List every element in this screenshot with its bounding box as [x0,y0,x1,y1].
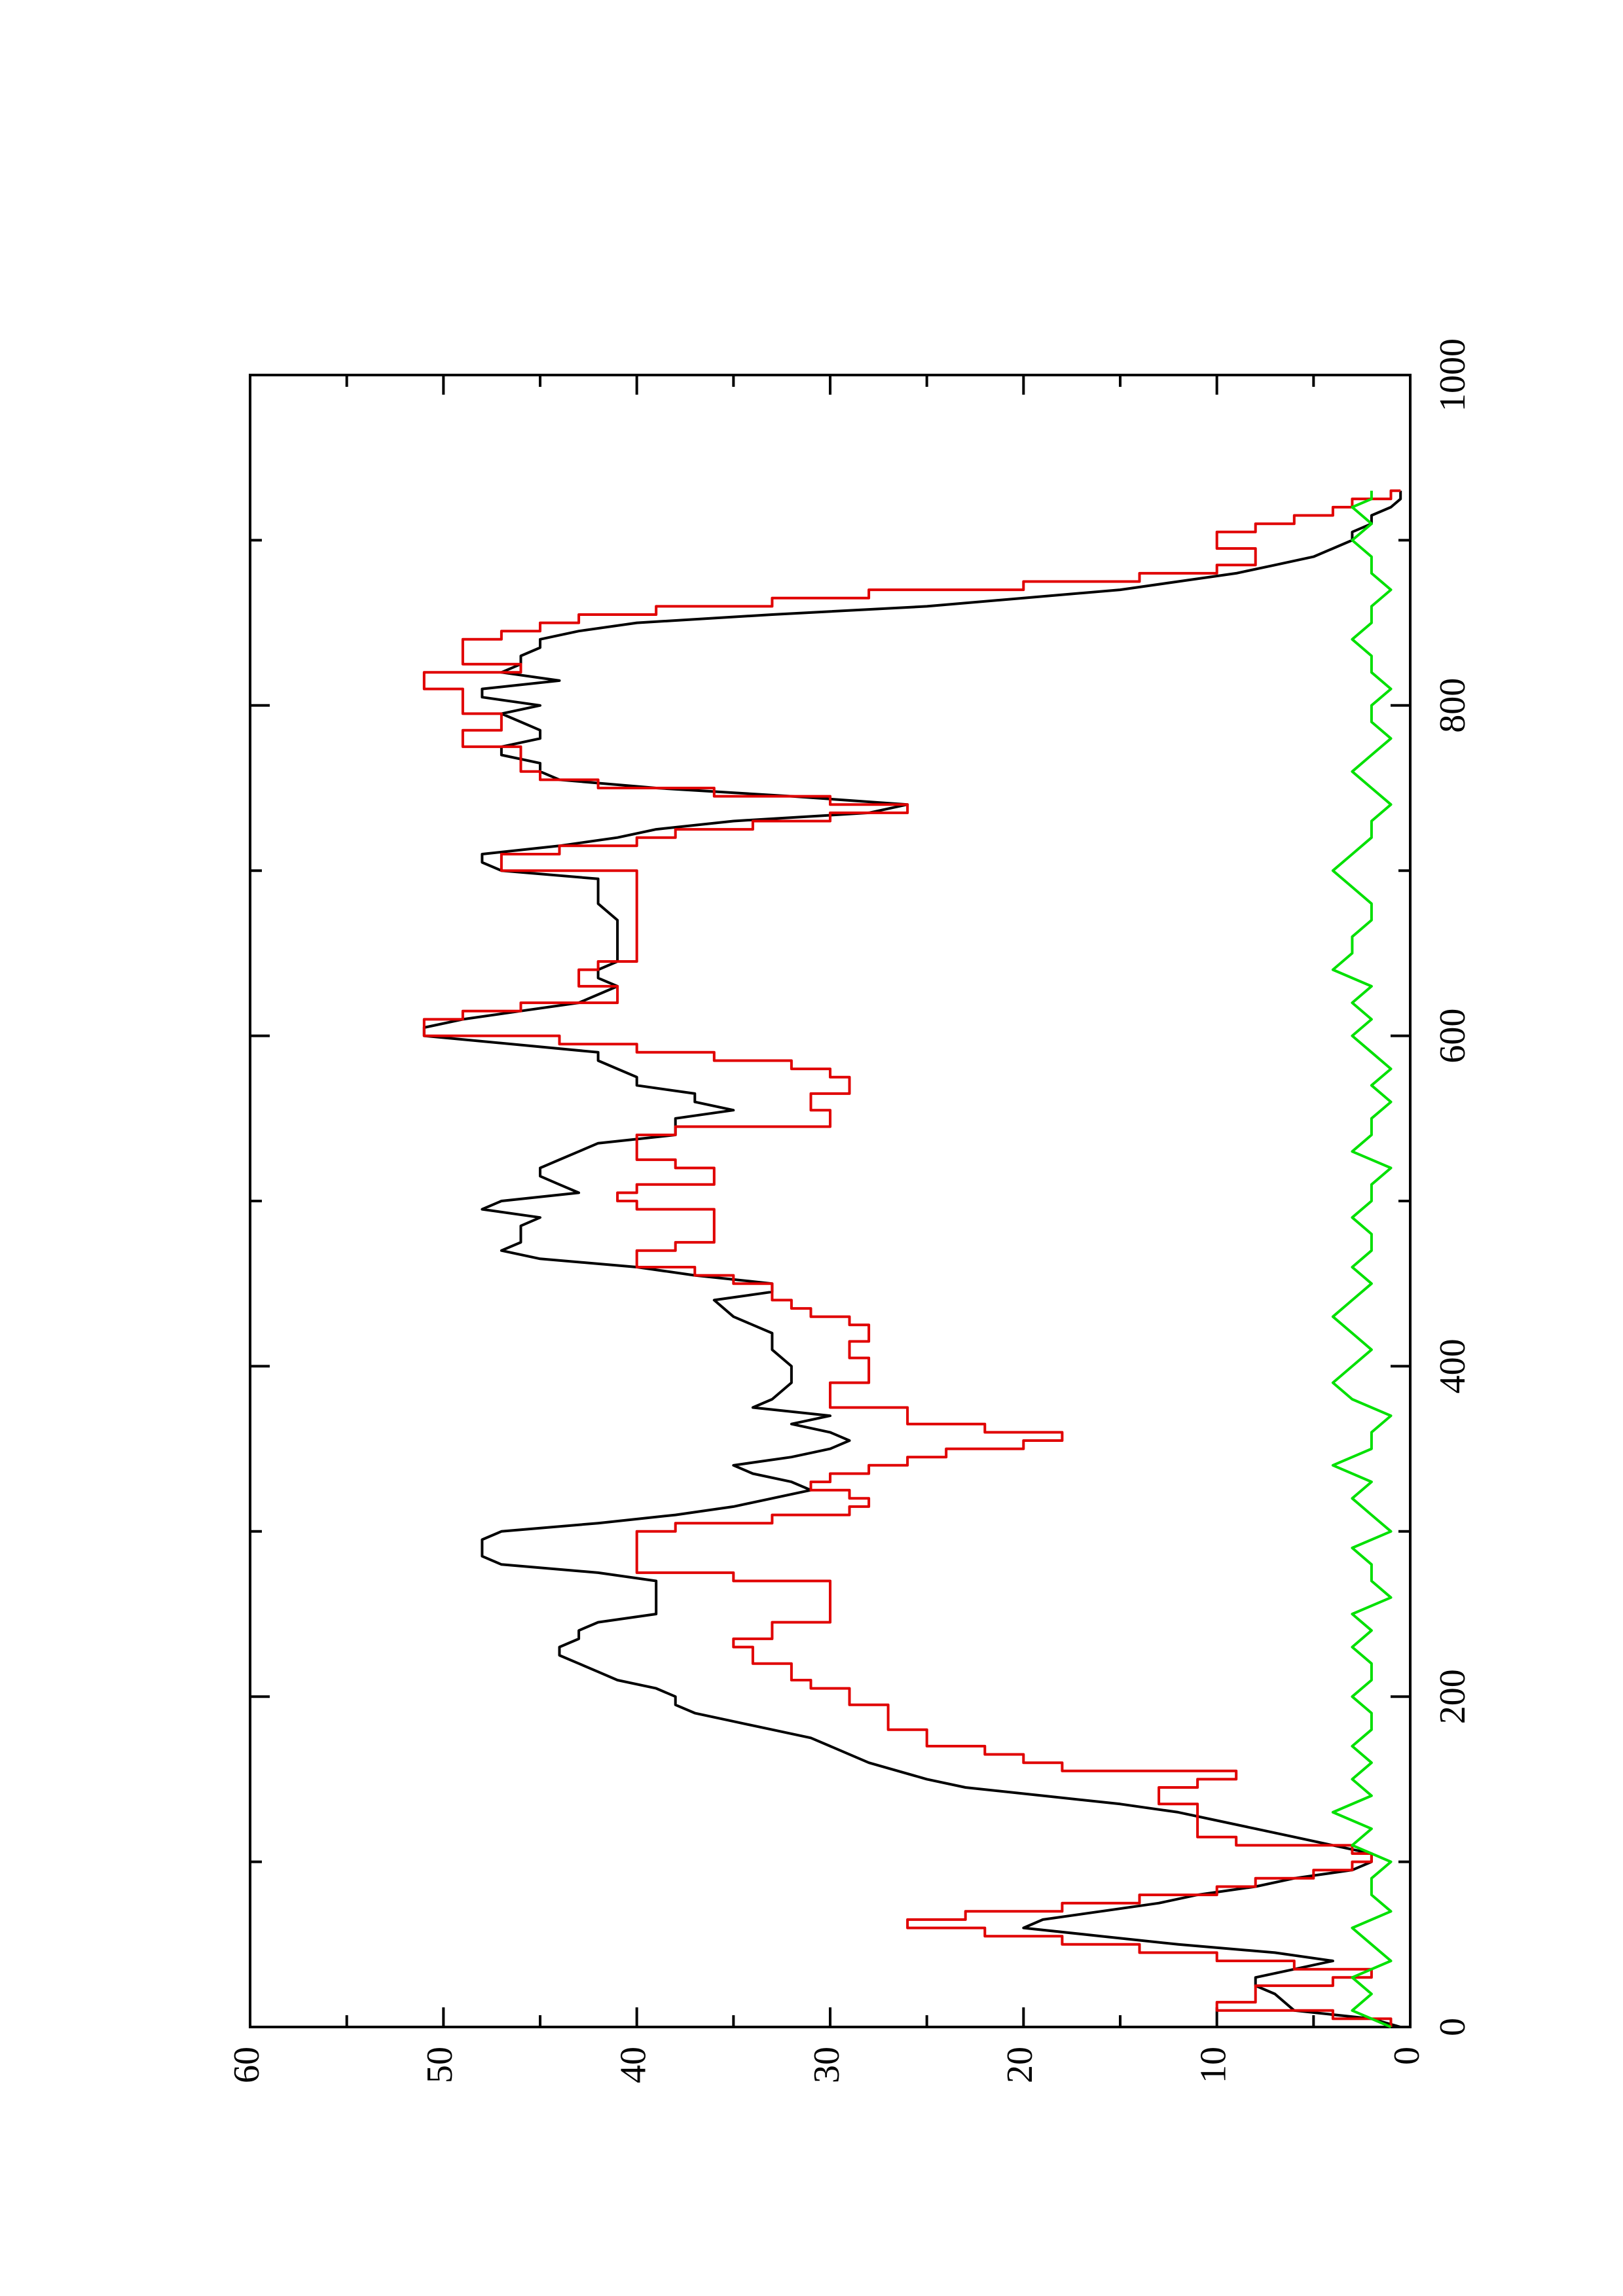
x-tick-label: 800 [1432,678,1473,733]
y-tick-label: 20 [1000,2047,1040,2083]
series-layer [422,489,1402,2028]
series-line-1 [422,490,1402,2028]
series-line-3 [1331,490,1393,2028]
y-tick-label: 0 [1387,2047,1427,2065]
x-tick-label: 200 [1432,1669,1473,1724]
x-tick-label: 600 [1432,1009,1473,1064]
y-tick-label: 60 [227,2047,267,2083]
x-tick-label: 0 [1432,2018,1473,2036]
y-tick-label: 30 [807,2047,847,2083]
y-tick-label: 50 [420,2047,460,2083]
tick-marks [249,374,1412,2028]
x-tick-label: 400 [1432,1338,1473,1393]
x-tick-label: 1000 [1432,338,1473,412]
series-line-2 [422,489,1401,2027]
tick-labels: 0 200 400 600 800 1000 0 10 20 30 40 50 60 [227,338,1473,2083]
y-tick-label: 40 [613,2047,654,2083]
y-tick-label: 10 [1194,2047,1234,2083]
